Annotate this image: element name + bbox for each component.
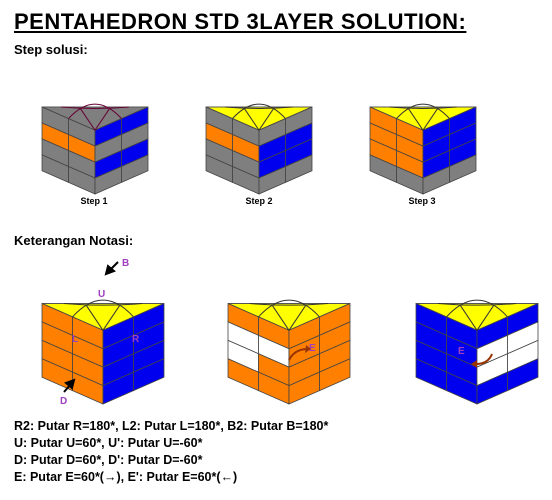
rotate-e-arrow-icon xyxy=(288,348,307,361)
step-3-caption: Step 3 xyxy=(408,196,436,206)
label-b: B xyxy=(122,258,129,269)
page-title: PENTAHEDRON STD 3LAYER SOLUTION: xyxy=(14,9,467,34)
arrow-d-icon xyxy=(63,378,76,393)
notation-notes: R2: Putar R=180*, L2: Putar L=180*, B2: … xyxy=(14,418,328,486)
note-line: R2: Putar R=180*, L2: Putar L=180*, B2: … xyxy=(14,419,329,433)
label-e-1: E xyxy=(309,343,316,354)
arrow-b-icon xyxy=(104,261,119,276)
section-heading-notation: Keterangan Notasi: xyxy=(14,233,134,248)
note-line: U: Putar U=60*, U': Putar U=-60* xyxy=(14,436,203,450)
step-1-cube xyxy=(41,103,149,195)
rotate-e-prime-arrow-icon xyxy=(475,353,493,365)
note-line: E: Putar E=60*(→), E': Putar E=60*(←) xyxy=(14,470,238,484)
rotate-e-arrowhead-icon xyxy=(305,345,311,353)
label-e-2: E xyxy=(458,346,465,357)
step-1-caption: Step 1 xyxy=(80,196,108,206)
label-l: L xyxy=(72,334,78,345)
step-3-cube xyxy=(369,103,477,195)
label-d: D xyxy=(60,396,67,407)
section-heading-steps: Step solusi: xyxy=(14,42,88,57)
notation-cube-e-prime-move xyxy=(415,299,539,405)
step-2-cube xyxy=(205,103,313,195)
step-2-caption: Step 2 xyxy=(245,196,273,206)
label-r: R xyxy=(132,334,140,345)
notation-cube-e-move xyxy=(227,299,351,405)
note-line: D: Putar D=60*, D': Putar D=-60* xyxy=(14,453,203,467)
rotate-e-prime-arrowhead-icon xyxy=(471,360,477,368)
label-u: U xyxy=(98,289,105,300)
notation-cube-faces xyxy=(41,299,165,405)
